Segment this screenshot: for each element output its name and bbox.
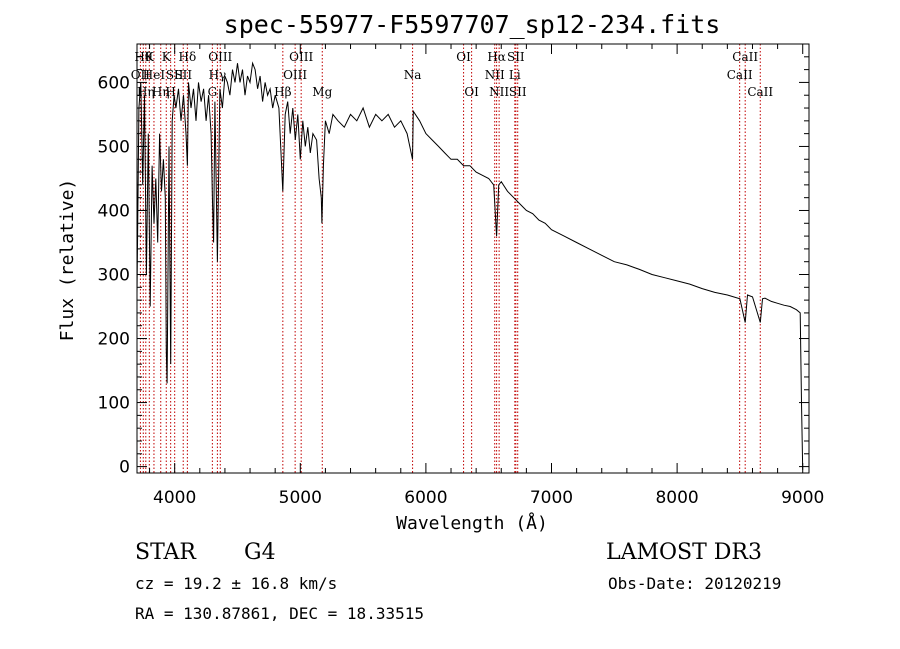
spectral-line-markers	[139, 44, 761, 473]
y-axis-ticks: 0 100 200 300 400 500 600	[98, 56, 809, 478]
survey-name: LAMOST DR3	[606, 540, 762, 565]
y-tick-label: 400	[98, 201, 130, 221]
y-tick-label: 500	[98, 137, 130, 157]
chart-title: spec-55977-F5597707_sp12-234.fits	[224, 10, 721, 39]
line-label: Hδ	[179, 50, 197, 64]
line-label: CaII	[732, 50, 758, 64]
line-label: G	[208, 85, 218, 99]
line-label: NII	[489, 85, 509, 99]
y-tick-label: 100	[98, 394, 130, 414]
y-tick-label: 0	[119, 458, 130, 478]
x-tick-label: 4000	[153, 488, 196, 508]
plot-frame	[136, 43, 810, 474]
line-label: K	[162, 50, 172, 64]
line-label: OIII	[208, 50, 232, 64]
line-label: OIII	[289, 50, 313, 64]
line-label: Hθ	[134, 50, 152, 64]
redshift-cz: cz = 19.2 ± 16.8 km/s	[135, 574, 337, 593]
y-tick-label: 300	[98, 266, 130, 286]
line-label: SII	[166, 68, 184, 82]
line-label: OI	[464, 85, 479, 99]
line-label: Hβ	[274, 85, 291, 99]
x-tick-label: 5000	[279, 488, 322, 508]
x-axis-label: Wavelength (Å)	[396, 512, 548, 534]
line-label: CaII	[747, 85, 773, 99]
line-label: HeI	[143, 68, 166, 82]
line-label: Na	[404, 68, 422, 82]
line-label: SII	[174, 68, 192, 82]
x-tick-label: 9000	[781, 488, 824, 508]
line-label: Hγ	[209, 68, 227, 82]
y-tick-label: 600	[98, 73, 130, 93]
y-tick-label: 200	[98, 330, 130, 350]
line-label: OI	[456, 50, 471, 64]
x-tick-label: 8000	[655, 488, 698, 508]
line-label: H	[165, 85, 175, 99]
x-tick-label: 7000	[530, 488, 573, 508]
spectral-line-labels: OIIHθHηKHeIHηKHSIISIIHδGHγOIIIHβOIIIOIII…	[131, 50, 774, 99]
line-label: NII	[485, 68, 505, 82]
line-label: Hα	[487, 50, 506, 64]
line-label: Hη	[152, 85, 170, 99]
line-label: OII	[131, 68, 151, 82]
y-axis-label: Flux (relative)	[57, 179, 78, 342]
line-label: Mg	[312, 85, 332, 99]
ra-dec-coordinates: RA = 130.87861, DEC = 18.33515	[135, 604, 424, 623]
observation-date: Obs-Date: 20120219	[608, 574, 781, 593]
flux-series-line	[136, 61, 804, 470]
object-subclass: G4	[244, 540, 276, 565]
line-label: OIII	[283, 68, 307, 82]
line-label: K	[145, 50, 155, 64]
line-label: SII	[509, 85, 527, 99]
line-label: CaII	[727, 68, 753, 82]
x-axis-ticks: 4000 5000 6000 7000 8000 9000	[149, 44, 824, 508]
object-class: STAR	[135, 540, 197, 565]
line-label: SII	[507, 50, 525, 64]
line-label: Li	[509, 68, 521, 82]
x-tick-label: 6000	[404, 488, 447, 508]
